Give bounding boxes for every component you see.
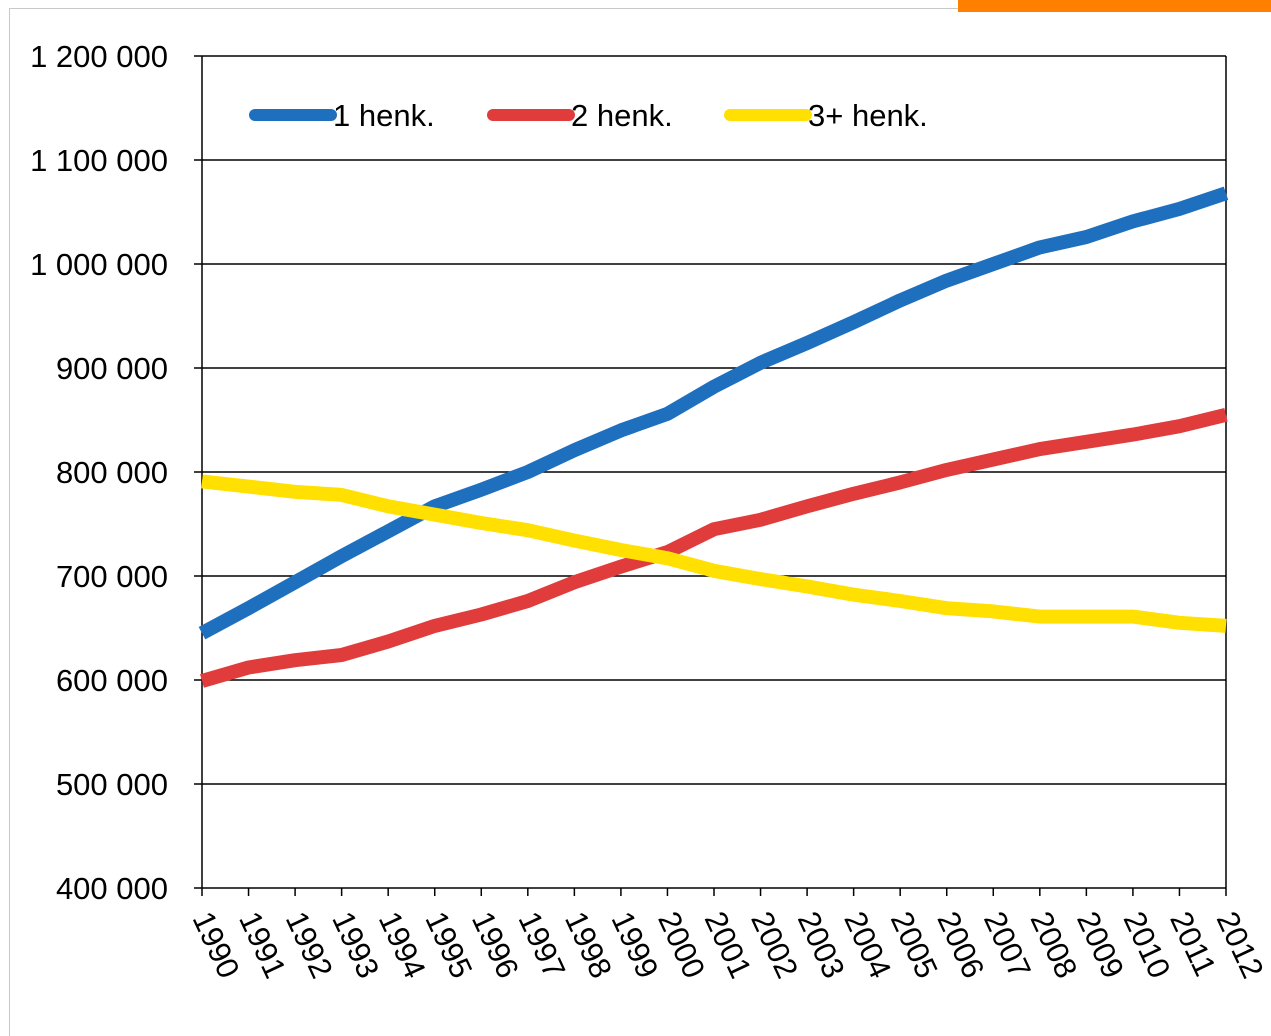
accent-bar bbox=[958, 0, 1271, 12]
y-tick-label: 500 000 bbox=[56, 767, 168, 802]
y-tick-label: 1 200 000 bbox=[30, 39, 168, 74]
chart-frame bbox=[9, 8, 1271, 1036]
y-tick-label: 800 000 bbox=[56, 455, 168, 490]
legend: 1 henk. 2 henk. 3+ henk. bbox=[249, 98, 928, 133]
y-tick-label: 700 000 bbox=[56, 559, 168, 594]
legend-label: 3+ henk. bbox=[808, 98, 928, 133]
gridlines bbox=[202, 55, 1226, 785]
y-tick-label: 900 000 bbox=[56, 351, 168, 386]
x-tick-labels: 1990199119921993199419951996199719981999… bbox=[186, 906, 1271, 983]
y-tick-labels: 400 000 500 000 600 000 700 000 800 000 900 0… bbox=[30, 39, 168, 906]
y-tick-label: 1 100 000 bbox=[30, 143, 168, 178]
y-tick-label: 400 000 bbox=[56, 871, 168, 906]
series-lines bbox=[198, 186, 1229, 688]
series-line bbox=[198, 186, 1229, 640]
y-tick-label: 1 000 000 bbox=[30, 247, 168, 282]
legend-label: 2 henk. bbox=[571, 98, 673, 133]
legend-label: 1 henk. bbox=[333, 98, 435, 133]
series-line bbox=[200, 408, 1228, 688]
y-tick-label: 600 000 bbox=[56, 663, 168, 698]
series-line bbox=[201, 474, 1227, 633]
x-tick-label: 2012 bbox=[1210, 906, 1271, 983]
axes bbox=[194, 55, 1227, 896]
